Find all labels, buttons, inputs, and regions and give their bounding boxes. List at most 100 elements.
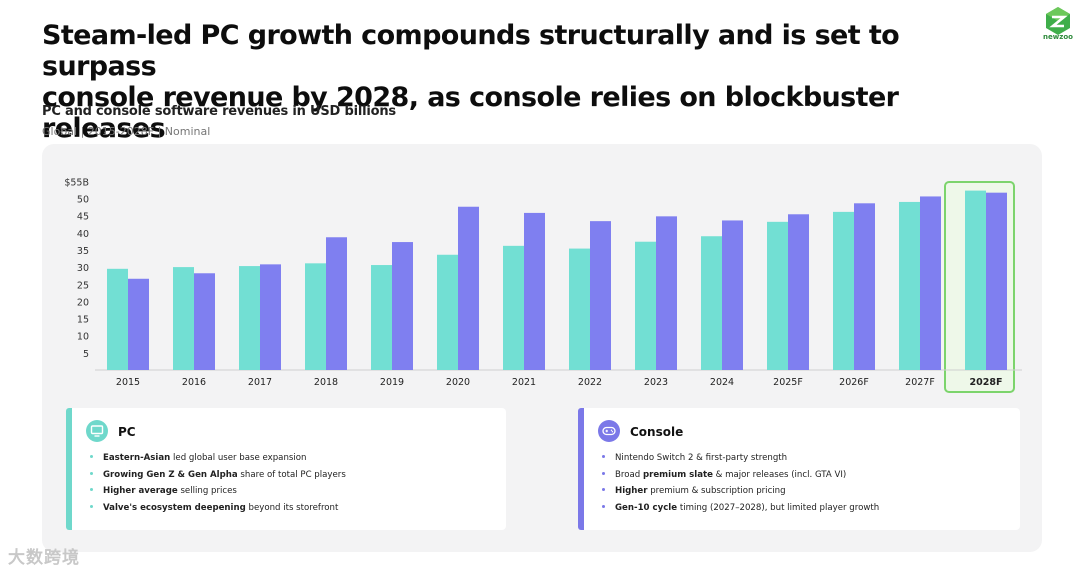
watermark: 大数跨境: [8, 548, 80, 568]
console-bar-2024: [722, 220, 743, 370]
console-bar-2025F: [788, 214, 809, 370]
console-bar-2017: [260, 264, 281, 370]
bullet-text: selling prices: [177, 486, 237, 496]
bullet-bold: premium slate: [642, 469, 713, 480]
list-item: Growing Gen Z & Gen Alpha share of total…: [90, 469, 346, 486]
pc-bar-2025F: [767, 221, 788, 370]
pc-monitor-icon: [86, 420, 108, 442]
pc-card-accent: [66, 408, 72, 530]
x-tick-label: 2019: [380, 377, 404, 388]
console-bar-2026F: [854, 203, 875, 370]
list-item: Gen-10 cycle timing (2027–2028), but lim…: [602, 502, 879, 519]
bullet-dot: [602, 455, 605, 458]
console-card-accent: [578, 408, 584, 530]
pc-card: PC Eastern-Asian led global user base ex…: [66, 408, 506, 530]
gamepad-icon: [598, 420, 620, 442]
x-tick-label: 2015: [116, 377, 140, 388]
pc-bar-2019: [371, 265, 392, 370]
bullet-text: Nintendo Switch 2 & first-party strength: [615, 453, 788, 463]
list-item: Broad premium slate & major releases (in…: [602, 469, 879, 486]
pc-bar-2020: [437, 254, 458, 370]
bullet-dot: [90, 488, 93, 491]
x-tick-label: 2018: [314, 377, 338, 388]
pc-bar-2016: [173, 267, 194, 370]
y-tick-label: 50: [77, 195, 89, 206]
bullet-text: beyond its storefront: [245, 502, 339, 513]
console-bar-2018: [326, 237, 347, 370]
console-bar-2027F: [920, 196, 941, 370]
pc-bar-2027F: [899, 201, 920, 370]
y-tick-label: 45: [77, 212, 89, 223]
pc-bar-2017: [239, 266, 260, 370]
bullet-text: Broad: [615, 469, 643, 480]
chart-title: PC and console software revenues in USD …: [42, 104, 396, 119]
pc-bar-2028F: [965, 190, 986, 370]
console-card-title: Console: [630, 425, 684, 439]
y-tick-label: 30: [77, 263, 89, 274]
bullet-text: premium & subscription pricing: [647, 486, 786, 496]
console-bar-2019: [392, 242, 413, 370]
y-tick-label: 25: [77, 280, 89, 291]
x-tick-label: 2020: [446, 377, 470, 388]
x-tick-label: 2024: [710, 377, 734, 388]
bullet-dot: [90, 455, 93, 458]
y-tick-label: $55B: [64, 177, 89, 188]
console-bar-2028F: [986, 192, 1007, 370]
console-bar-2021: [524, 212, 545, 370]
bullet-text: led global user base expansion: [170, 453, 307, 463]
bullet-dot: [602, 504, 605, 508]
x-tick-label: 2026F: [839, 377, 869, 388]
page-title-line-1: Steam-led PC growth compounds structural…: [42, 20, 900, 82]
bullet-bold: Higher average: [103, 486, 178, 496]
console-bar-2023: [656, 216, 677, 370]
pc-bar-2026F: [833, 211, 854, 370]
newzoo-logo-icon: [1046, 7, 1070, 35]
y-tick-label: 20: [77, 297, 89, 308]
x-tick-label: 2017: [248, 377, 272, 388]
bullet-text: share of total PC players: [237, 469, 346, 480]
bullet-bold: Eastern-Asian: [103, 453, 171, 463]
console-bar-2022: [590, 221, 611, 370]
newzoo-logo: [1040, 6, 1076, 44]
x-tick-label: 2028F: [970, 377, 1003, 388]
list-item: Eastern-Asian led global user base expan…: [90, 452, 346, 469]
pc-bullet-list: Eastern-Asian led global user base expan…: [90, 452, 346, 518]
page-title: Steam-led PC growth compounds structural…: [42, 20, 982, 144]
x-tick-label: 2016: [182, 377, 206, 388]
chart-subtitle: Global | 2015-2028F | Nominal: [42, 125, 211, 138]
bullet-dot: [602, 488, 605, 491]
x-tick-label: 2027F: [905, 377, 935, 388]
pc-bar-2018: [305, 263, 326, 370]
x-tick-label: 2021: [512, 377, 536, 388]
bullet-bold: Higher: [615, 486, 648, 496]
pc-bar-2022: [569, 248, 590, 370]
console-card: Console Nintendo Switch 2 & first-party …: [578, 408, 1020, 530]
bullet-bold: Growing Gen Z & Gen Alpha: [103, 469, 238, 480]
y-tick-label: 35: [77, 246, 89, 257]
pc-bar-2024: [701, 236, 722, 370]
bullet-dot: [90, 504, 93, 508]
console-bar-2020: [458, 206, 479, 370]
page-title-line-2: console revenue by 2028, as console reli…: [42, 82, 899, 144]
console-bar-2015: [128, 278, 149, 370]
bullet-text: timing (2027–2028), but limited player g…: [677, 502, 880, 513]
y-tick-label: 40: [77, 229, 89, 240]
list-item: Nintendo Switch 2 & first-party strength: [602, 452, 879, 469]
console-bar-2016: [194, 273, 215, 370]
y-tick-label: 10: [77, 332, 89, 343]
list-item: Valve's ecosystem deepening beyond its s…: [90, 502, 346, 519]
pc-bar-2021: [503, 245, 524, 370]
pc-bar-2015: [107, 268, 128, 370]
console-bullet-list: Nintendo Switch 2 & first-party strength…: [602, 452, 879, 518]
list-item: Higher premium & subscription pricing: [602, 485, 879, 502]
bullet-bold: Valve's ecosystem deepening: [103, 502, 246, 513]
logo-text: newzoo: [1043, 33, 1073, 41]
bullet-dot: [602, 471, 605, 475]
x-tick-label: 2025F: [773, 377, 803, 388]
x-tick-label: 2022: [578, 377, 602, 388]
y-tick-label: 15: [77, 315, 89, 326]
pc-card-title: PC: [118, 425, 136, 439]
y-tick-label: 5: [83, 349, 89, 360]
pc-bar-2023: [635, 241, 656, 370]
